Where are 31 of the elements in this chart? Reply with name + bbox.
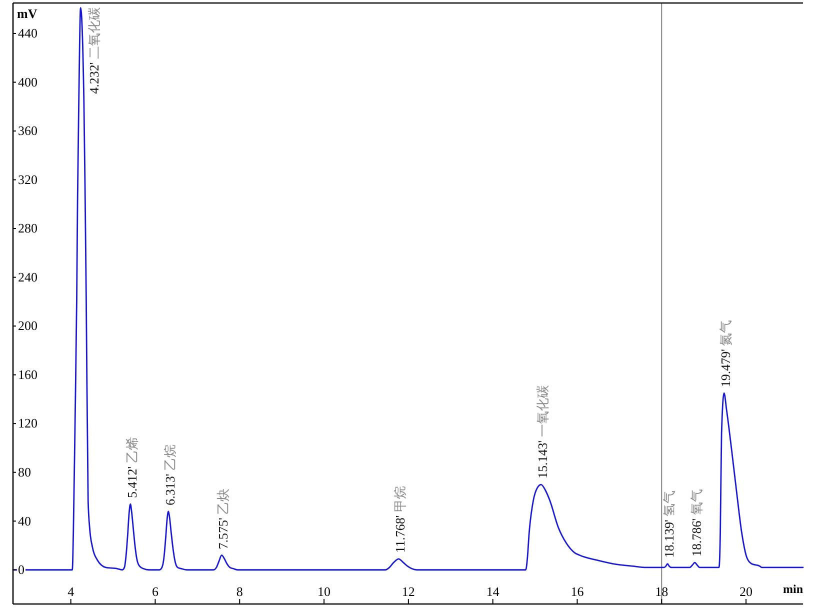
y-tick-label: 160 [18, 366, 38, 382]
y-tick-label: 240 [18, 269, 38, 284]
y-tick-label: 40 [18, 513, 31, 528]
x-tick-label: 8 [236, 584, 243, 599]
y-tick-label: 80 [18, 464, 31, 480]
y-tick-label: 440 [18, 26, 38, 41]
annotation: 5.412' 乙烯 [124, 437, 140, 498]
x-tick-label: 20 [740, 584, 753, 599]
annotation: 15.143' 一氧化碳 [535, 385, 550, 479]
x-tick-label: 12 [402, 584, 415, 599]
x-tick-label: 4 [68, 584, 75, 599]
annotation: 4.232' 二氧化碳 [86, 7, 102, 94]
x-tick-label: 6 [152, 584, 159, 599]
y-axis-title: mV [17, 6, 38, 21]
x-tick-label: 16 [570, 584, 584, 599]
annotation: 18.139' 氢气 [661, 490, 676, 558]
y-tick-label: 200 [18, 318, 38, 334]
y-tick-label: 320 [18, 172, 38, 187]
y-tick-label: 280 [18, 220, 38, 236]
annotation: 11.768' 甲烷 [392, 486, 408, 553]
annotation: 7.575' 乙炔 [216, 488, 231, 550]
x-tick-label: 18 [655, 584, 668, 599]
annotation: 6.313' 乙烷 [162, 444, 178, 506]
annotation: 19.479' 氮气 [718, 320, 734, 388]
x-tick-label: 10 [318, 584, 331, 599]
x-axis-title: min [782, 582, 804, 596]
annotation: 18.786' 氧气 [688, 489, 704, 557]
y-tick-label: 120 [18, 416, 38, 431]
y-tick-label: 360 [18, 123, 38, 138]
y-tick-label: 400 [18, 74, 38, 90]
x-tick-label: 14 [486, 584, 500, 599]
